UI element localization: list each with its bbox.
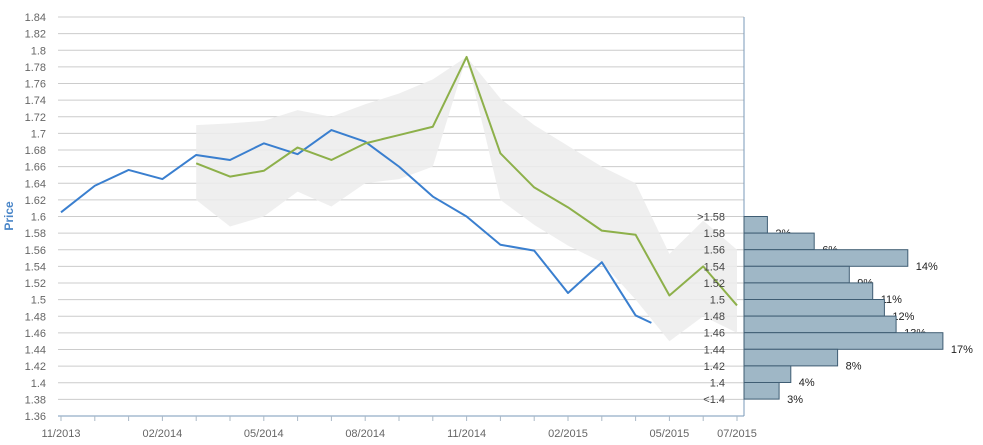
- histogram-percent-label: 12%: [892, 311, 914, 323]
- y-tick-label: 1.42: [25, 361, 46, 373]
- y-tick-label: 1.46: [25, 328, 46, 340]
- x-tick-label: 11/2014: [447, 428, 486, 440]
- y-tick-label: 1.44: [25, 345, 46, 357]
- y-tick-label: 1.64: [25, 178, 46, 190]
- histogram-percent-label: 14%: [916, 261, 938, 273]
- histogram-percent-label: 11%: [881, 294, 902, 306]
- histogram-bin-label: >1.58: [697, 212, 725, 224]
- y-tick-label: 1.58: [25, 228, 46, 240]
- y-tick-label: 1.68: [25, 145, 46, 157]
- histogram-bar: [743, 299, 885, 317]
- y-tick-label: 1.54: [25, 261, 46, 273]
- y-tick-label: 1.8: [31, 45, 46, 57]
- histogram-percent-label: 3%: [787, 394, 803, 406]
- histogram-bar: [743, 382, 780, 400]
- forecast-band: [196, 56, 737, 342]
- confidence-band-area: [196, 56, 737, 342]
- histogram-percent-label: 4%: [799, 377, 815, 389]
- y-tick-label: 1.52: [25, 278, 46, 290]
- histogram-bar: [743, 315, 897, 334]
- forecast-line: [195, 55, 738, 307]
- histogram-bin-label: 1.44: [704, 344, 725, 356]
- x-tick-label: 05/2015: [650, 428, 690, 440]
- histogram-bin-label: 1.56: [704, 245, 725, 257]
- histogram-bar: [743, 365, 792, 383]
- histogram-bin-label: <1.4: [703, 394, 725, 406]
- histogram-percent-label: 8%: [846, 361, 862, 373]
- histogram-bin-label: 1.54: [704, 261, 725, 273]
- x-tick-label: 11/2013: [42, 428, 81, 440]
- histogram-bin-label: 1.42: [704, 361, 725, 373]
- series-lines: [60, 55, 738, 324]
- y-tick-label: 1.84: [25, 12, 46, 24]
- axes: 1.36 1.38 1.4 1.42 1.44 1.46 1.48 1.5 1.52 1.54 1.…: [25, 12, 757, 440]
- x-tick-label: 02/2014: [143, 428, 183, 440]
- histogram-bar: [743, 265, 850, 284]
- histogram-bar: [743, 232, 815, 251]
- y-tick-label: 1.56: [25, 245, 46, 257]
- histogram-bin-label: 1.4: [710, 378, 725, 390]
- y-tick-label: 1.72: [25, 112, 46, 124]
- y-axis-label: Price: [2, 201, 16, 231]
- x-tick-label: 02/2015: [548, 428, 588, 440]
- y-tick-label: 1.76: [25, 79, 46, 91]
- x-tick-label: 05/2014: [244, 428, 284, 440]
- y-tick-label: 1.4: [31, 378, 46, 390]
- histogram-bar: [743, 332, 944, 350]
- y-tick-label: 1.5: [31, 295, 46, 307]
- y-tick-label: 1.82: [25, 29, 46, 41]
- y-tick-label: 1.6: [31, 212, 46, 224]
- histogram-bin-label: 1.58: [704, 228, 725, 240]
- histogram-bar: [743, 348, 839, 367]
- y-tick-label: 1.66: [25, 162, 46, 174]
- y-tick-label: 1.74: [25, 95, 46, 107]
- distribution-histogram: >1.58 1.58 1.56 1.54 1.52 1.5 1.48 1.46 1.44 1.42…: [697, 212, 973, 407]
- histogram-bin-label: 1.48: [704, 311, 725, 323]
- y-tick-label: 1.38: [25, 394, 46, 406]
- histogram-bin-label: 1.5: [710, 295, 725, 307]
- histogram-bin-label: 1.52: [704, 278, 725, 290]
- y-tick-label: 1.48: [25, 311, 46, 323]
- x-tick-label: 08/2014: [345, 428, 385, 440]
- histogram-bin-label: 1.46: [704, 328, 725, 340]
- actual-line: [60, 129, 652, 324]
- y-tick-label: 1.78: [25, 62, 46, 74]
- histogram-percent-label: 17%: [951, 344, 973, 356]
- histogram-bar: [743, 216, 768, 234]
- histogram-bar: [743, 249, 909, 267]
- x-tick-label: 07/2015: [717, 428, 757, 440]
- y-tick-label: 1.36: [25, 411, 46, 423]
- y-tick-label: 1.7: [31, 128, 46, 140]
- histogram-bar: [743, 282, 874, 300]
- y-tick-label: 1.62: [25, 195, 46, 207]
